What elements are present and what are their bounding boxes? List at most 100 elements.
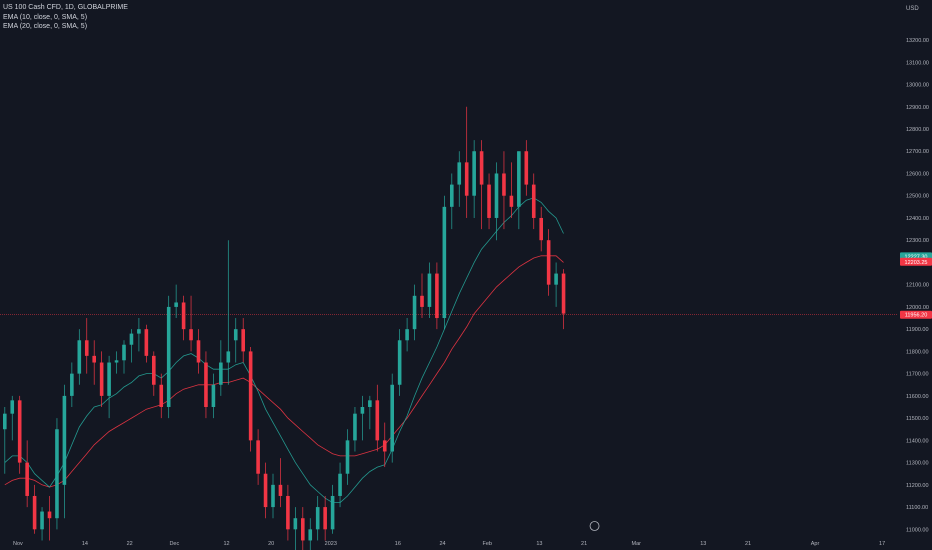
candle-body [375, 400, 380, 441]
y-tick-label: 11800.00 [906, 349, 929, 355]
y-tick-label: 11900.00 [906, 327, 929, 333]
candle-body [531, 184, 536, 218]
candle-body [174, 302, 178, 307]
candle-body [278, 484, 283, 496]
candle-body [435, 273, 439, 319]
currency-label: USD [906, 6, 919, 12]
candle-body [345, 440, 350, 474]
candle-body [487, 184, 491, 218]
y-tick-label: 12500.00 [906, 194, 929, 200]
candle-body [144, 329, 149, 356]
x-tick-label: 13 [700, 541, 706, 547]
candle-body [330, 495, 335, 530]
y-tick-label: 11400.00 [906, 438, 929, 444]
candle-body [427, 273, 432, 307]
candle-body [308, 529, 313, 541]
candle-body [561, 273, 566, 314]
candle-body [25, 462, 29, 496]
price-label-box [900, 257, 932, 266]
y-tick-label: 11100.00 [906, 505, 928, 511]
candle-body [554, 273, 558, 285]
candle-body [405, 329, 409, 341]
candle-body [397, 340, 402, 385]
y-tick-label: 11700.00 [906, 372, 929, 378]
y-tick-label: 12900.00 [906, 105, 929, 111]
candle-body [77, 340, 82, 374]
candle-body [360, 407, 365, 414]
candle-body [47, 511, 52, 519]
candle-body [114, 360, 119, 363]
candle-body [420, 295, 424, 307]
candle-body [301, 518, 305, 541]
candle-body [472, 151, 476, 196]
y-tick-label: 11000.00 [906, 527, 929, 533]
candle-body [122, 344, 126, 361]
x-tick-label: Mar [632, 541, 642, 547]
candle-body [204, 362, 208, 408]
y-tick-label: 13100.00 [906, 60, 929, 66]
candle-body [442, 206, 447, 319]
ema20-line [4, 255, 564, 488]
y-tick-label: 12000.00 [906, 305, 929, 311]
candle-body [390, 384, 394, 452]
ema20-legend[interactable]: EMA (20, close, 0, SMA, 5) [3, 23, 88, 30]
x-tick-label: Dec [169, 541, 179, 547]
candle-body [226, 351, 231, 363]
y-tick-label: 13200.00 [906, 38, 929, 44]
y-tick-label: 12700.00 [906, 149, 929, 155]
candle-body [509, 195, 514, 207]
candle-body [219, 362, 223, 385]
ema10-line [4, 197, 564, 503]
candle-body [546, 240, 551, 285]
symbol-title[interactable]: US 100 Cash CFD, 1D, GLOBALPRIME [3, 4, 128, 11]
candle-body [233, 329, 238, 341]
price-axis [898, 0, 932, 550]
candle-body [464, 162, 469, 196]
x-tick-label: 13 [536, 541, 542, 547]
candle-body [479, 151, 484, 185]
y-tick-label: 11500.00 [906, 416, 929, 422]
candle-body [166, 306, 171, 408]
x-tick-label: 20 [268, 541, 274, 547]
x-tick-label: 16 [395, 541, 401, 547]
price-label-text: 12203.25 [905, 260, 928, 266]
y-tick-label: 13000.00 [906, 83, 929, 89]
candle-body [293, 518, 298, 530]
candle-body [539, 217, 543, 241]
candle-body [189, 329, 193, 341]
candle-body [137, 329, 141, 334]
candle-body [517, 151, 521, 207]
candle-body [338, 473, 342, 496]
x-tick-label: 2023 [325, 541, 337, 547]
candle-body [457, 162, 462, 185]
price-label-text: 11956.20 [905, 313, 928, 319]
candle-body [70, 373, 74, 396]
candle-body [40, 511, 44, 530]
candle-body [271, 484, 275, 508]
candle-body [196, 340, 201, 363]
x-tick-label: Apr [811, 541, 820, 547]
candle-body [107, 362, 111, 396]
candle-body [494, 173, 499, 218]
candle-body [524, 151, 529, 185]
y-tick-label: 12800.00 [906, 127, 929, 133]
candle-body [450, 184, 454, 207]
y-tick-label: 11300.00 [906, 461, 929, 467]
y-tick-label: 12600.00 [906, 171, 929, 177]
x-tick-label: 24 [439, 541, 445, 547]
candle-body [286, 495, 290, 530]
y-tick-label: 12400.00 [906, 216, 929, 222]
candle-body [152, 355, 156, 385]
ema10-legend[interactable]: EMA (10, close, 0, SMA, 5) [3, 13, 88, 21]
candle-body [241, 329, 245, 352]
x-tick-label: 21 [581, 541, 587, 547]
candle-body [502, 173, 506, 196]
candle-body [382, 440, 387, 452]
candle-body [159, 384, 164, 408]
candle-body [315, 507, 320, 530]
candle-body [99, 362, 104, 396]
x-tick-label: Nov [13, 541, 23, 547]
candle-body [248, 351, 253, 441]
